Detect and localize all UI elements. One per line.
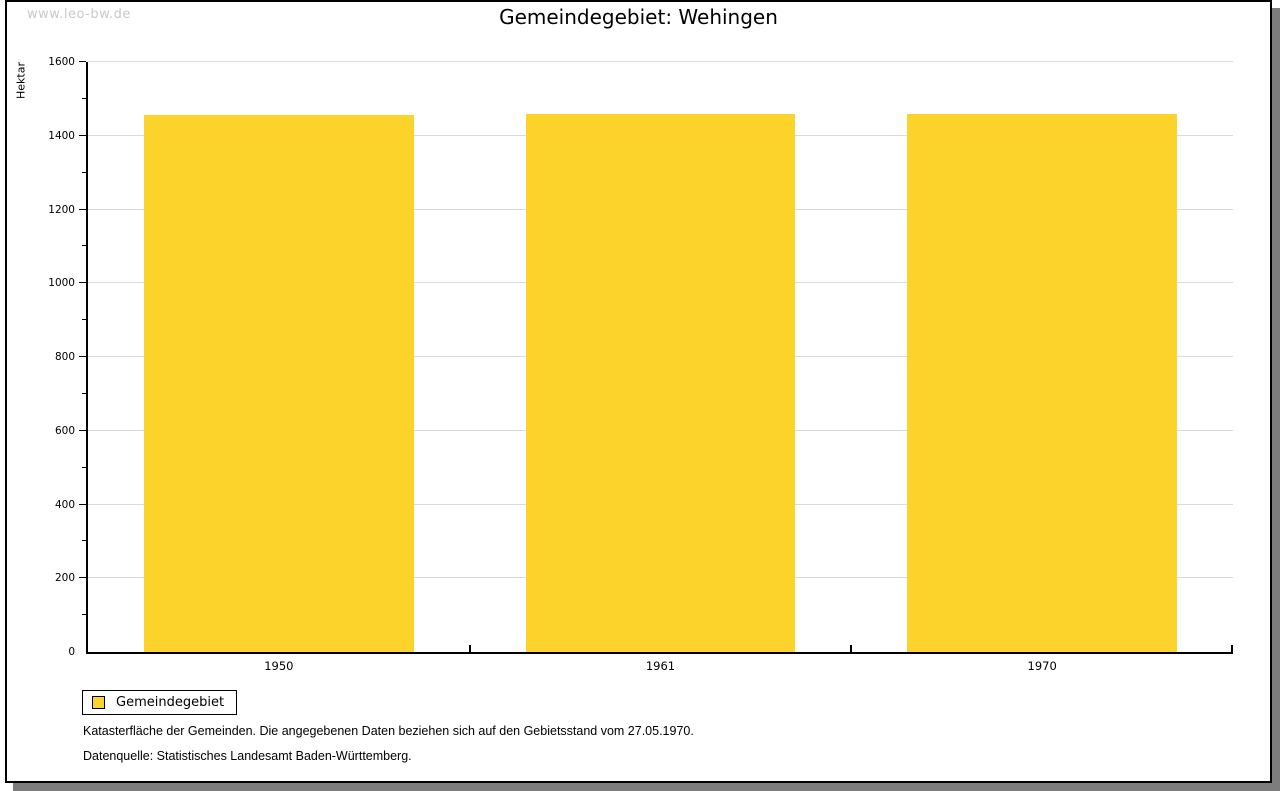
y-axis-tick-label: 200: [54, 572, 75, 585]
y-axis-tick-label: 600: [54, 424, 75, 437]
y-axis-tick: [79, 429, 86, 431]
legend-label: Gemeindegebiet: [116, 695, 225, 710]
chart-title: Gemeindegebiet: Wehingen: [499, 5, 778, 29]
y-axis-tick: [82, 540, 86, 542]
y-axis-tick: [82, 245, 86, 247]
footnote-data-source: Datenquelle: Statistisches Landesamt Bad…: [83, 749, 412, 763]
y-axis-tick-label: 1000: [48, 277, 75, 290]
y-axis-tick-label: 800: [54, 351, 75, 363]
x-axis-tick-label: 1961: [645, 659, 676, 673]
y-axis-tick-label: 1400: [48, 129, 75, 142]
y-axis-tick: [79, 577, 86, 579]
bar-1961: [525, 113, 796, 652]
y-axis-tick: [79, 208, 86, 210]
y-axis-tick: [79, 503, 86, 505]
bar-1970: [907, 113, 1177, 652]
watermark: www.leo-bw.de: [27, 7, 131, 22]
legend-swatch-icon: [92, 696, 105, 709]
plot-area: 0 200 400 600 800 1000 1200 1400 1600 1950 1961 197…: [48, 56, 1233, 673]
y-axis-tick: [79, 134, 86, 136]
y-axis-tick: [82, 466, 86, 468]
y-axis-tick: [82, 97, 86, 99]
y-axis-tick-label: 400: [54, 498, 75, 511]
x-axis-tick: [850, 645, 853, 652]
x-axis-tick-label: 1950: [264, 659, 294, 673]
y-axis-tick: [82, 392, 86, 394]
y-axis-tick: [79, 356, 86, 357]
y-axis-tick: [79, 282, 86, 284]
footnote-source-note: Katasterfläche der Gemeinden. Die angege…: [83, 724, 694, 738]
x-axis-end-tick: [1231, 645, 1233, 652]
y-axis-tick: [82, 171, 86, 173]
y-axis-title: Hektar: [14, 62, 28, 99]
gridline: [88, 61, 1233, 62]
x-axis-tick: [468, 645, 471, 652]
y-axis-tick-label: 0: [68, 646, 75, 658]
chart-frame: www.leo-bw.de Gemeindegebiet: Wehingen H…: [5, 0, 1272, 783]
footnotes: Katasterfläche der Gemeinden. Die angege…: [83, 724, 694, 774]
y-axis-tick: [82, 614, 86, 616]
y-axis-tick: [82, 319, 86, 321]
y-axis-tick-label: 1600: [48, 56, 75, 68]
x-axis-tick-label: 1970: [1027, 659, 1057, 673]
y-axis-tick: [79, 61, 86, 62]
y-axis-tick-label: 1200: [48, 203, 75, 216]
bar-1950: [144, 115, 414, 652]
legend: Gemeindegebiet: [82, 690, 238, 715]
